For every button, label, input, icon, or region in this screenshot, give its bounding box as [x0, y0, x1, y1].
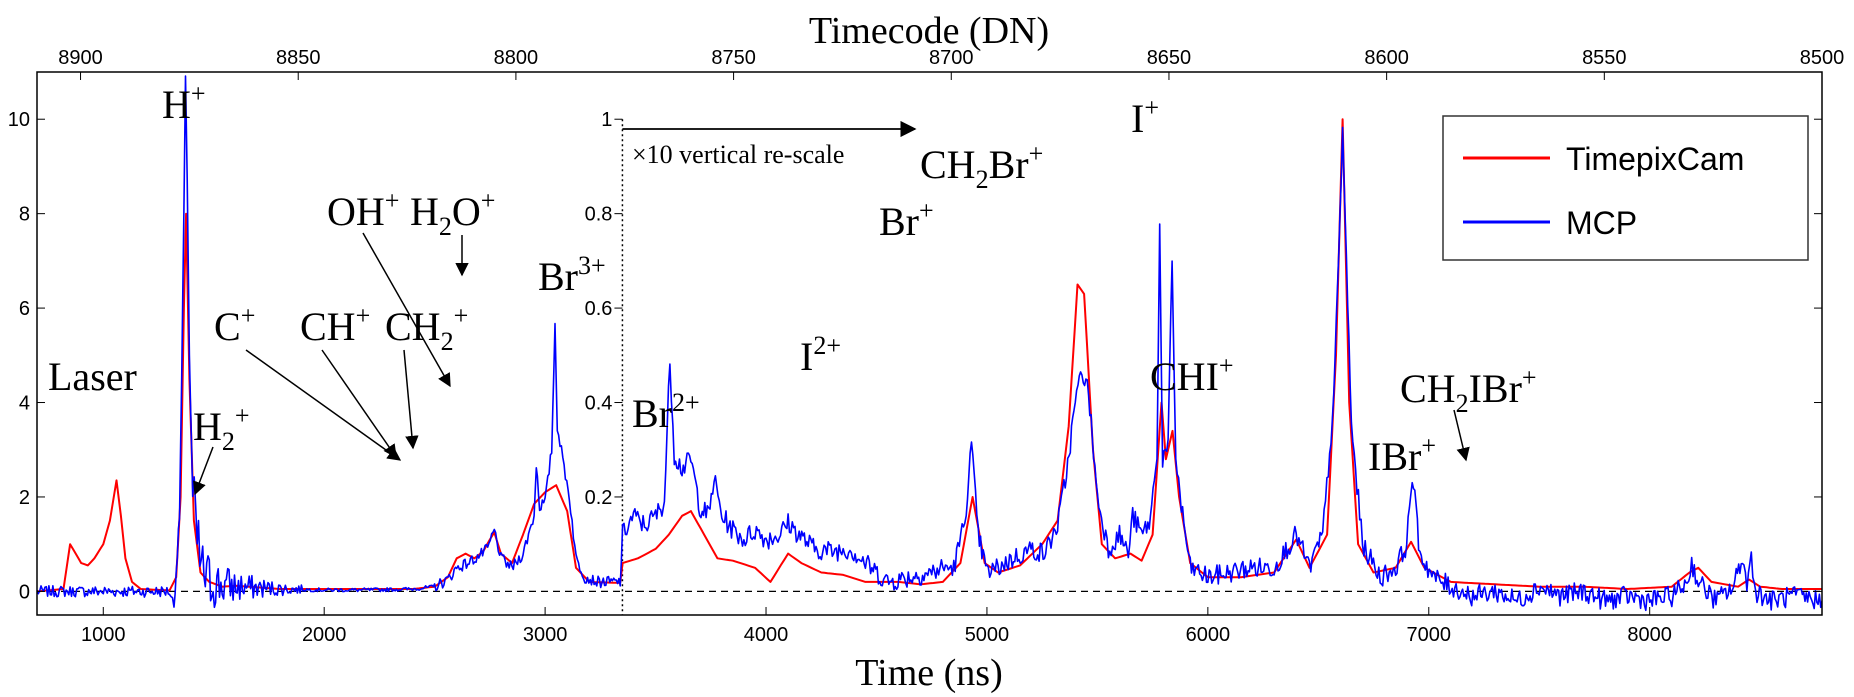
- inner-y-tick-label: 0.2: [585, 487, 613, 509]
- x-tick-label: 7000: [1407, 624, 1452, 646]
- plot-frame: [36, 71, 1823, 616]
- peak-label-br3: Br3+: [538, 251, 606, 299]
- x-tick-label: 2000: [302, 624, 347, 646]
- rescale-note: ×10 vertical re-scale: [632, 140, 844, 169]
- legend-label-timepixcam: TimepixCam: [1566, 141, 1744, 177]
- top-tick-label: 8750: [711, 47, 756, 69]
- top-tick-label: 8850: [276, 47, 321, 69]
- peak-label-br: Br+: [879, 196, 934, 244]
- peak-label-ch2br: CH2Br+: [920, 139, 1043, 194]
- inner-y-tick-label: 0.8: [585, 204, 613, 226]
- peak-label-i2: I2+: [800, 331, 841, 379]
- annotation-arrow: [245, 349, 402, 461]
- y-tick-label: 4: [19, 393, 30, 415]
- peak-label-c: C+: [214, 301, 255, 349]
- top-tick-label: 8550: [1582, 47, 1627, 69]
- x-tick-label: 3000: [523, 624, 568, 646]
- peak-label-h2o: H2O+: [410, 186, 495, 241]
- y-tick-label: 8: [19, 204, 30, 226]
- x-tick-label: 1000: [81, 624, 126, 646]
- annotation-arrow: [362, 232, 451, 388]
- top-tick-label: 8650: [1147, 47, 1192, 69]
- bottom-axis-title: Time (ns): [855, 652, 1002, 694]
- annotation-arrow: [321, 349, 397, 459]
- top-tick-label: 8900: [58, 47, 103, 69]
- series-line-mcp: [37, 75, 1822, 612]
- legend-box: [1442, 115, 1809, 261]
- y-tick-label: 6: [19, 298, 30, 320]
- legend: TimepixCam MCP: [1442, 115, 1809, 261]
- peak-label-h2: H2+: [193, 401, 250, 456]
- peak-label-oh: OH+: [327, 186, 399, 234]
- peak-label-h: H+: [162, 79, 206, 127]
- peak-label-ch: CH+: [300, 301, 370, 349]
- top-tick-label: 8800: [494, 47, 539, 69]
- annotation-arrow: [193, 446, 214, 496]
- annotation-arrow: [403, 349, 419, 450]
- peak-label-i: I+: [1131, 93, 1159, 141]
- top-tick-label: 8500: [1800, 47, 1845, 69]
- x-tick-label: 4000: [744, 624, 789, 646]
- x-tick-label: 6000: [1186, 624, 1231, 646]
- top-axis-title: Timecode (DN): [809, 10, 1049, 52]
- inner-y-tick-label: 0.6: [585, 298, 613, 320]
- inner-y-tick-label: 0.4: [585, 393, 613, 415]
- peak-label-ibr: IBr+: [1368, 431, 1436, 479]
- top-tick-label: 8700: [929, 47, 974, 69]
- inner-y-tick-label: 1: [601, 109, 612, 131]
- annotation-arrow: [1453, 409, 1470, 462]
- peak-label-br2: Br2+: [632, 388, 700, 436]
- peak-label-chi: CHI+: [1150, 351, 1234, 399]
- peak-label-laser: Laser: [48, 354, 137, 399]
- y-tick-label: 0: [19, 581, 30, 603]
- top-tick-label: 8600: [1364, 47, 1409, 69]
- y-tick-label: 2: [19, 487, 30, 509]
- x-tick-label: 5000: [965, 624, 1010, 646]
- y-tick-label: 10: [8, 109, 30, 131]
- peak-label-ch2ibr: CH2IBr+: [1400, 363, 1537, 418]
- peak-label-ch2: CH2+: [385, 301, 468, 356]
- x-tick-label: 8000: [1627, 624, 1672, 646]
- legend-label-mcp: MCP: [1566, 205, 1637, 241]
